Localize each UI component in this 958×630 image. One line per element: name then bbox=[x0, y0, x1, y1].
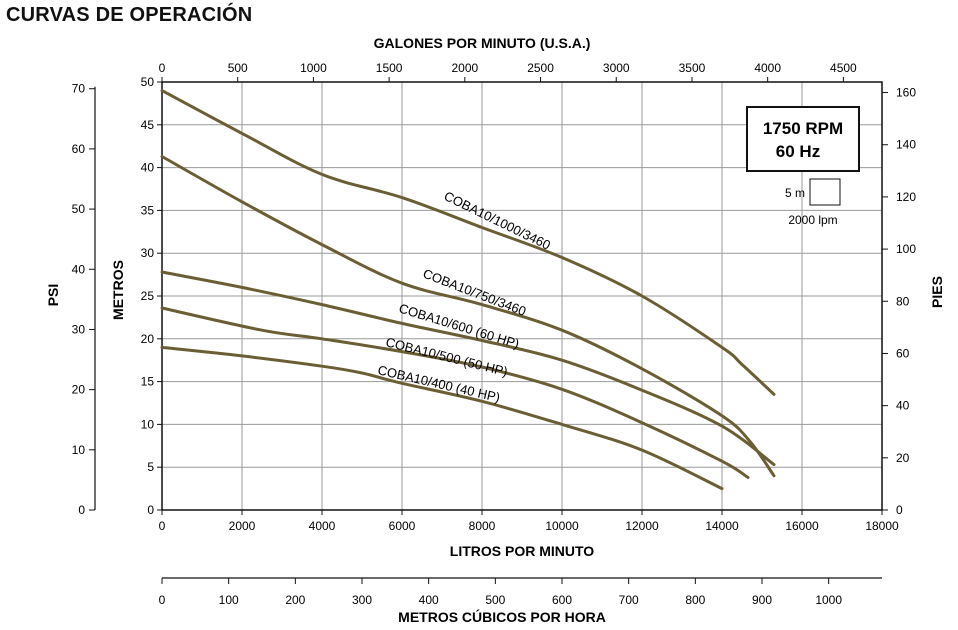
feet-tick-label: 20 bbox=[896, 451, 910, 465]
gpm-tick-label: 1500 bbox=[376, 61, 403, 75]
m3h-tick-label: 500 bbox=[485, 593, 505, 607]
y-tick-label: 20 bbox=[141, 332, 155, 346]
y-tick-label: 5 bbox=[147, 460, 154, 474]
gpm-tick-label: 2500 bbox=[527, 61, 554, 75]
x-tick-label: 18000 bbox=[865, 519, 899, 533]
psi-tick-label: 40 bbox=[72, 262, 86, 276]
y-tick-label: 45 bbox=[141, 118, 155, 132]
feet-tick-label: 80 bbox=[896, 294, 910, 308]
gpm-tick-label: 4000 bbox=[754, 61, 781, 75]
feet-tick-label: 100 bbox=[896, 242, 916, 256]
m3h-tick-label: 300 bbox=[352, 593, 372, 607]
m3h-tick-label: 0 bbox=[159, 593, 166, 607]
x-tick-label: 16000 bbox=[785, 519, 819, 533]
y-axis-label: METROS bbox=[110, 260, 126, 320]
x-tick-label: 12000 bbox=[625, 519, 659, 533]
gpm-tick-label: 4500 bbox=[830, 61, 857, 75]
scale-width-label: 2000 lpm bbox=[788, 213, 837, 227]
psi-tick-label: 10 bbox=[72, 443, 86, 457]
series-label: COBA10/1000/3460 bbox=[442, 188, 553, 252]
scale-height-label: 5 m bbox=[785, 186, 805, 200]
series-line bbox=[160, 89, 776, 396]
psi-tick-label: 60 bbox=[72, 142, 86, 156]
rpm-box bbox=[746, 106, 860, 172]
x-tick-label: 4000 bbox=[309, 519, 336, 533]
gpm-tick-label: 2000 bbox=[451, 61, 478, 75]
y-tick-label: 30 bbox=[141, 246, 155, 260]
psi-tick-label: 70 bbox=[72, 82, 86, 96]
x-axis-label: LITROS POR MINUTO bbox=[450, 543, 595, 559]
gpm-tick-label: 500 bbox=[228, 61, 248, 75]
psi-tick-label: 50 bbox=[72, 202, 86, 216]
gpm-tick-label: 3500 bbox=[679, 61, 706, 75]
x-tick-label: 6000 bbox=[389, 519, 416, 533]
rpm-label: 1750 RPM bbox=[763, 119, 843, 138]
m3h-tick-label: 700 bbox=[619, 593, 639, 607]
frequency-label: 60 Hz bbox=[776, 142, 820, 161]
series-line bbox=[160, 155, 776, 478]
series-line bbox=[160, 306, 750, 479]
y-tick-label: 15 bbox=[141, 375, 155, 389]
series-line bbox=[160, 270, 776, 467]
psi-tick-label: 20 bbox=[72, 383, 86, 397]
m3h-tick-label: 900 bbox=[752, 593, 772, 607]
feet-tick-label: 140 bbox=[896, 138, 916, 152]
gpm-tick-label: 1000 bbox=[300, 61, 327, 75]
feet-tick-label: 160 bbox=[896, 86, 916, 100]
psi-tick-label: 0 bbox=[78, 503, 85, 517]
y-tick-label: 25 bbox=[141, 289, 155, 303]
y-tick-label: 0 bbox=[147, 503, 154, 517]
scale-box bbox=[809, 178, 841, 206]
gpm-tick-label: 3000 bbox=[603, 61, 630, 75]
m3h-tick-label: 1000 bbox=[815, 593, 842, 607]
series-line bbox=[160, 345, 724, 491]
m3h-tick-label: 100 bbox=[219, 593, 239, 607]
y-tick-label: 35 bbox=[141, 203, 155, 217]
feet-tick-label: 0 bbox=[896, 503, 903, 517]
page-title: CURVAS DE OPERACIÓN bbox=[6, 4, 253, 26]
m3h-axis-label: METROS CÚBICOS POR HORA bbox=[398, 608, 606, 625]
y-tick-label: 50 bbox=[141, 75, 155, 89]
x-tick-label: 10000 bbox=[545, 519, 579, 533]
gpm-tick-label: 0 bbox=[159, 61, 166, 75]
m3h-tick-label: 800 bbox=[685, 593, 705, 607]
feet-tick-label: 120 bbox=[896, 190, 916, 204]
psi-tick-label: 30 bbox=[72, 322, 86, 336]
x-tick-label: 8000 bbox=[469, 519, 496, 533]
feet-axis-label: PIES bbox=[929, 276, 945, 308]
feet-tick-label: 40 bbox=[896, 399, 910, 413]
y-tick-label: 10 bbox=[141, 417, 155, 431]
feet-tick-label: 60 bbox=[896, 346, 910, 360]
x-tick-label: 2000 bbox=[229, 519, 256, 533]
m3h-tick-label: 200 bbox=[285, 593, 305, 607]
gpm-axis-label: GALONES POR MINUTO (U.S.A.) bbox=[374, 35, 591, 51]
x-tick-label: 14000 bbox=[705, 519, 739, 533]
y-tick-label: 40 bbox=[141, 161, 155, 175]
m3h-tick-label: 600 bbox=[552, 593, 572, 607]
m3h-tick-label: 400 bbox=[419, 593, 439, 607]
x-tick-label: 0 bbox=[159, 519, 166, 533]
psi-axis-label: PSI bbox=[45, 284, 61, 307]
